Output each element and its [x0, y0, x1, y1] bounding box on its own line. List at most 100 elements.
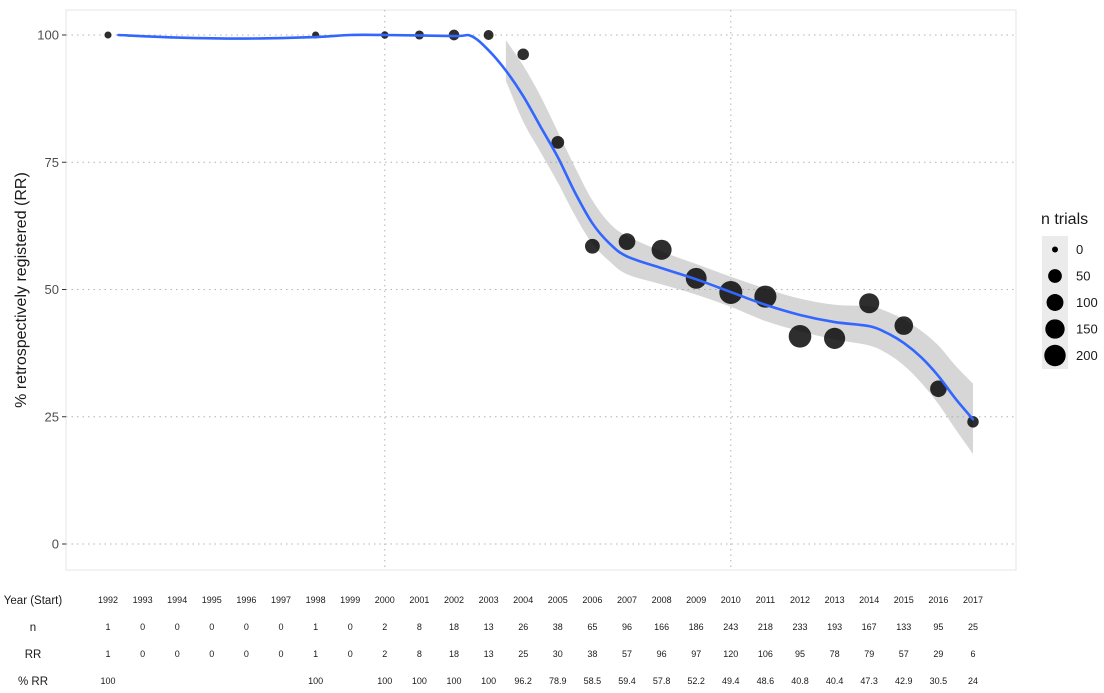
table-cell-pct_rr-2001: 100: [412, 676, 427, 686]
data-point-2013: [824, 327, 846, 349]
table-cell-pct_rr-2006: 58.5: [584, 676, 602, 686]
table-cell-rr-1992: 1: [105, 649, 110, 659]
table-cell-rr-2006: 38: [587, 649, 597, 659]
table-cell-pct_rr-2003: 100: [481, 676, 496, 686]
table-cell-years-1995: 1995: [202, 595, 222, 605]
y-axis: 0 25 50 75 100: [37, 28, 66, 552]
y-axis-label: % retrospectively registered (RR): [13, 172, 30, 408]
table-cell-n-1992: 1: [105, 622, 110, 632]
table-cell-years-2008: 2008: [652, 595, 672, 605]
legend-key-0: [1052, 246, 1058, 253]
table-cell-rr-2003: 13: [484, 649, 494, 659]
table-cell-n-1993: 0: [140, 622, 145, 632]
legend-title: n trials: [1041, 211, 1088, 228]
table-cell-pct_rr-1992: 100: [100, 676, 115, 686]
table-cell-n-2017: 25: [968, 622, 978, 632]
table-cell-rr-1998: 1: [313, 649, 318, 659]
table-cell-years-2014: 2014: [859, 595, 879, 605]
legend: n trials 0 50 100 150 200: [1041, 211, 1098, 369]
table-cell-pct_rr-2016: 30.5: [930, 676, 948, 686]
table-cell-pct_rr-2010: 49.4: [722, 676, 740, 686]
table-cell-years-2011: 2011: [756, 595, 775, 605]
legend-key-200: [1044, 344, 1066, 367]
table-cell-rr-2010: 120: [723, 649, 738, 659]
table-cell-pct_rr-2014: 47.3: [860, 676, 878, 686]
data-point-2016: [930, 380, 947, 398]
table-cell-years-2007: 2007: [617, 595, 637, 605]
table-cell-pct_rr-2000: 100: [377, 676, 392, 686]
table-cell-n-2002: 18: [449, 622, 459, 632]
table-cell-n-2014: 167: [862, 622, 877, 632]
table-cell-n-2007: 96: [622, 622, 632, 632]
table-cell-n-1996: 0: [244, 622, 249, 632]
y-tick-label-25: 25: [45, 409, 59, 424]
table-cell-rr-2009: 97: [691, 649, 701, 659]
table-cell-rr-2012: 95: [795, 649, 805, 659]
table-cell-rr-2011: 106: [758, 649, 773, 659]
legend-key-100: [1046, 294, 1064, 311]
data-point-2006: [585, 238, 600, 254]
table-cell-rr-1995: 0: [209, 649, 214, 659]
table-cell-rr-1993: 0: [140, 649, 145, 659]
table-cell-rr-2002: 18: [449, 649, 459, 659]
table-cell-rr-2016: 29: [933, 649, 943, 659]
table-cell-years-1999: 1999: [340, 595, 360, 605]
table-cell-years-2013: 2013: [825, 595, 845, 605]
table-cell-rr-2004: 25: [518, 649, 528, 659]
y-tick-label-0: 0: [52, 537, 59, 552]
table-cell-n-2001: 8: [417, 622, 422, 632]
table-cell-rr-2015: 57: [899, 649, 909, 659]
table-cell-years-2001: 2001: [409, 595, 429, 605]
table-cell-pct_rr-2004: 96.2: [514, 676, 532, 686]
table-cell-years-2015: 2015: [894, 595, 914, 605]
table-cell-years-2002: 2002: [444, 595, 464, 605]
table-cell-n-2004: 26: [518, 622, 528, 632]
table-cell-rr-2008: 96: [657, 649, 667, 659]
table-cell-pct_rr-1998: 100: [308, 676, 323, 686]
legend-label-100: 100: [1076, 295, 1098, 310]
table-cell-years-2003: 2003: [479, 595, 499, 605]
table-cell-years-2004: 2004: [513, 595, 533, 605]
table-cell-rr-2001: 8: [417, 649, 422, 659]
table-cell-rr-2013: 78: [830, 649, 840, 659]
table-cell-years-2017: 2017: [963, 595, 983, 605]
table-cell-pct_rr-2015: 42.9: [895, 676, 913, 686]
legend-key-150: [1045, 319, 1065, 339]
table-cell-pct_rr-2009: 52.2: [687, 676, 705, 686]
table-row-label-1: n: [30, 622, 36, 634]
table-cell-years-2000: 2000: [375, 595, 395, 605]
table-cell-years-1996: 1996: [236, 595, 256, 605]
y-tick-label-100: 100: [37, 28, 59, 43]
table-cell-n-2006: 65: [587, 622, 597, 632]
plot-panel: [65, 9, 1017, 571]
table-cell-rr-2005: 30: [553, 649, 563, 659]
smooth-line: [117, 33, 975, 421]
table-cell-n-1999: 0: [348, 622, 353, 632]
table-cell-years-2016: 2016: [928, 595, 948, 605]
data-point-2005: [551, 136, 565, 149]
table-cell-n-2000: 2: [382, 622, 387, 632]
table-cell-rr-1996: 0: [244, 649, 249, 659]
table-cell-n-2016: 95: [933, 622, 943, 632]
table-cell-pct_rr-2011: 48.6: [757, 676, 775, 686]
legend-label-150: 150: [1076, 322, 1098, 337]
legend-label-200: 200: [1076, 348, 1098, 363]
table-cell-pct_rr-2008: 57.8: [653, 676, 671, 686]
table-cell-rr-1997: 0: [278, 649, 283, 659]
y-tick-label-50: 50: [45, 282, 59, 297]
table-cell-years-2010: 2010: [721, 595, 741, 605]
table-cell-n-2012: 233: [792, 622, 807, 632]
table-cell-n-2008: 166: [654, 622, 669, 632]
smooth-line-path: [117, 33, 975, 421]
table-row-label-3: % RR: [18, 676, 48, 688]
table-cell-years-1993: 1993: [133, 595, 153, 605]
table-cell-n-2010: 243: [723, 622, 738, 632]
table-cell-n-1994: 0: [175, 622, 180, 632]
plot-panel-border: [65, 9, 1017, 571]
table-cell-n-2003: 13: [484, 622, 494, 632]
table-cell-rr-2014: 79: [864, 649, 874, 659]
data-point-2004: [517, 48, 529, 61]
table-cell-years-1992: 1992: [98, 595, 118, 605]
table-cell-n-1995: 0: [209, 622, 214, 632]
